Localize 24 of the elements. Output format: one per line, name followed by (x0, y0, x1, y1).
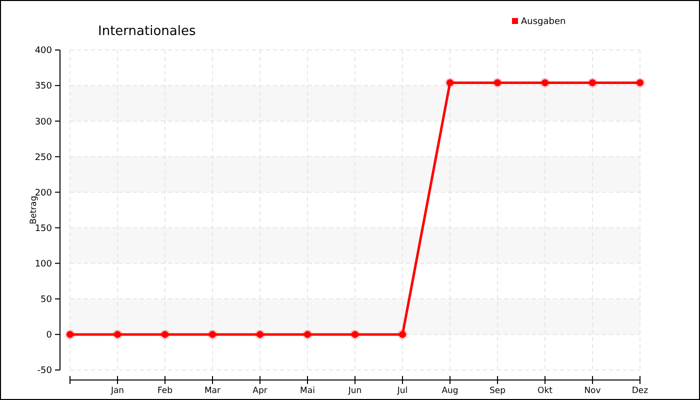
chart-title: Internationales (98, 24, 196, 39)
x-tick-label: Aug (442, 386, 458, 396)
y-tick-label: 50 (40, 295, 52, 306)
y-tick-label: 100 (34, 259, 52, 270)
x-tick-label: Sep (489, 386, 506, 396)
y-tick-label: 400 (34, 46, 52, 56)
x-tick-label: Okt (538, 386, 554, 396)
y-tick-label: 150 (34, 224, 52, 234)
x-tick-label: Mai (300, 386, 315, 396)
x-tick-label: Mar (204, 386, 222, 396)
legend-label: Ausgaben (521, 17, 566, 27)
x-tick-label: Feb (157, 386, 173, 396)
x-tick-label: Apr (252, 386, 268, 396)
y-axis-title: Betrag (29, 196, 39, 224)
x-tick-label: Dez (632, 386, 649, 396)
y-tick-label: 350 (34, 82, 52, 92)
x-tick-label: Jan (110, 386, 124, 396)
x-tick-label: Jul (396, 386, 408, 396)
x-tick-label: Nov (584, 386, 601, 396)
y-tick-label: -50 (37, 366, 52, 376)
x-tick-label: Jun (347, 386, 362, 396)
y-tick-label: 250 (34, 152, 52, 163)
y-tick-label: 300 (34, 117, 52, 128)
y-tick-label: 0 (46, 330, 52, 341)
